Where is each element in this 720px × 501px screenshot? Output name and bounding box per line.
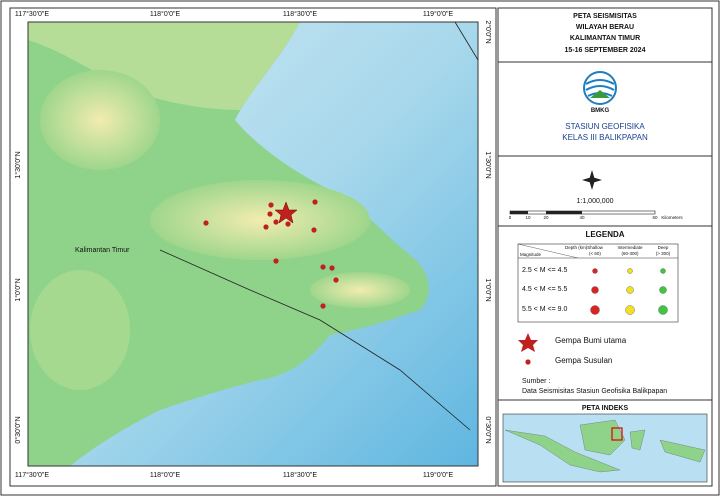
legend-col: (< 60) — [589, 251, 601, 256]
station: KELAS III BALIKPAPAN — [562, 133, 648, 142]
legend-col: Intermediate — [617, 245, 643, 250]
scale-tick: 60 — [652, 215, 658, 220]
scale-bar — [509, 210, 656, 215]
legend-main-symbol — [518, 333, 538, 352]
top-label: 118°0'0"E — [150, 10, 181, 18]
scale-tick: 10 — [525, 215, 531, 220]
legend-symbol: Gempa Susulan — [555, 356, 612, 365]
left-label: 1°30'0"N — [14, 151, 22, 178]
logo-text: BMKG — [591, 108, 610, 114]
source: Data Seismisitas Stasiun Geofisika Balik… — [522, 388, 667, 395]
inset-title: PETA INDEKS — [582, 405, 629, 412]
legend-col: Shallow — [587, 245, 604, 250]
legend-title: LEGENDA — [585, 230, 624, 239]
legend-col: (> 300) — [656, 251, 671, 256]
bottom-label: 118°30'0"E — [283, 471, 317, 479]
title: PETA SEISMISITAS — [573, 13, 637, 20]
top-label: 117°30'0"E — [15, 10, 49, 18]
legend-aftershock-symbol — [525, 359, 531, 365]
scale-unit: Kilometers — [661, 215, 683, 220]
right-label: 0°30'0"N — [484, 416, 492, 443]
right-label: 1°0'0"N — [484, 278, 492, 301]
scale-tick: 20 — [543, 215, 549, 220]
legend-col: Deep — [658, 245, 669, 250]
side-panel: PETA SEISMISITAS WILAYAH BERAU KALIMANTA… — [497, 7, 713, 487]
top-label: 119°0'0"E — [423, 10, 454, 18]
lowland — [30, 270, 130, 390]
top-label: 118°30'0"E — [283, 10, 317, 18]
land-north — [28, 22, 300, 110]
scale-label: 1:1,000,000 — [577, 198, 614, 205]
right-label: 1°30'0"N — [484, 151, 492, 178]
main-quake — [274, 201, 298, 224]
boundary-line — [454, 21, 479, 61]
highland — [40, 70, 160, 170]
map-border — [27, 21, 479, 467]
legend-row: 2.5 < M <= 4.5 — [522, 267, 567, 274]
title: WILAYAH BERAU — [576, 24, 634, 31]
region-label: Kalimantan Timur — [75, 247, 130, 254]
bmkg-logo — [583, 71, 617, 105]
legend-col: (60-300) — [621, 251, 639, 256]
map — [28, 21, 479, 466]
legend-row: 5.5 < M <= 9.0 — [522, 306, 567, 313]
north-arrow — [582, 170, 602, 190]
aftershocks — [203, 199, 339, 309]
legend-symbol: Gempa Bumi utama — [555, 336, 627, 345]
right-label: 2°0'0"N — [484, 20, 492, 43]
station: STASIUN GEOFISIKA — [565, 122, 645, 131]
bottom-label: 119°0'0"E — [423, 471, 454, 479]
title: 15-16 SEPTEMBER 2024 — [565, 47, 646, 54]
left-label: 0°30'0"N — [14, 416, 22, 443]
bottom-label: 118°0'0"E — [150, 471, 181, 479]
grid-labels: 117°30'0"E 118°0'0"E 118°30'0"E 119°0'0"… — [14, 10, 492, 479]
highland — [310, 272, 410, 308]
legend-row: 4.5 < M <= 5.5 — [522, 286, 567, 293]
scale-tick: 0 — [509, 215, 512, 220]
source: Sumber : — [522, 378, 550, 385]
scale-tick: 40 — [579, 215, 585, 220]
legend-magnitude: Magnitude — [520, 252, 542, 257]
legend-dots — [590, 268, 668, 315]
bottom-label: 117°30'0"E — [15, 471, 49, 479]
highland — [150, 180, 370, 260]
boundary-line — [159, 249, 471, 431]
legend-depth: Depth (km) — [565, 245, 588, 250]
left-label: 1°0'0"N — [14, 278, 22, 301]
title: KALIMANTAN TIMUR — [570, 35, 640, 42]
inset-map — [502, 413, 708, 483]
